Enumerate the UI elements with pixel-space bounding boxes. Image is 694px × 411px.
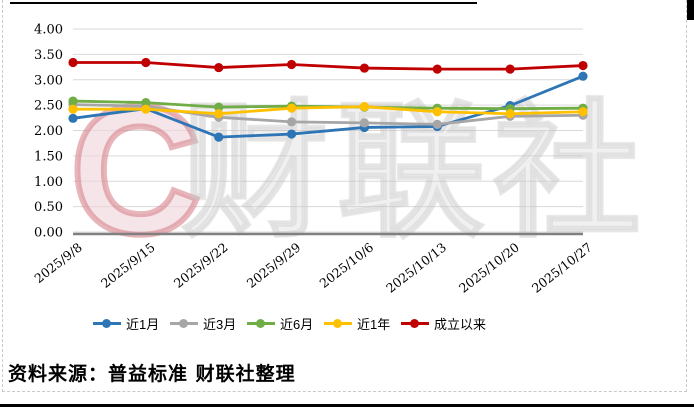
y-tick-label: 1.00 bbox=[34, 175, 63, 190]
source-note: 资料来源：普益标准 财联社整理 bbox=[8, 363, 296, 385]
legend-dot bbox=[256, 318, 265, 328]
legend-item-近1年: 近1年 bbox=[324, 314, 401, 333]
y-tick-label: 0.00 bbox=[34, 226, 63, 241]
legend-label: 成立以来 bbox=[434, 316, 487, 332]
data-point-近1年 bbox=[141, 104, 151, 114]
data-point-近1年 bbox=[578, 107, 588, 117]
data-point-成立以来 bbox=[214, 62, 224, 73]
data-point-近6月 bbox=[214, 102, 224, 112]
data-point-成立以来 bbox=[68, 57, 78, 68]
data-point-近1年 bbox=[432, 107, 442, 117]
y-tick-label: 2.50 bbox=[34, 99, 63, 114]
legend-label: 近1月 bbox=[126, 316, 160, 332]
data-point-成立以来 bbox=[359, 63, 370, 73]
series-line-近1年 bbox=[71, 105, 585, 116]
data-point-成立以来 bbox=[286, 59, 297, 70]
legend-marker-icon bbox=[170, 318, 198, 328]
series-line-成立以来 bbox=[71, 61, 585, 71]
data-point-近6月 bbox=[141, 97, 151, 108]
data-point-近3月 bbox=[432, 119, 442, 130]
data-point-近1月 bbox=[214, 132, 224, 142]
data-point-近1月 bbox=[578, 71, 588, 81]
legend-item-成立以来: 成立以来 bbox=[401, 314, 486, 333]
legend-dot bbox=[333, 318, 342, 328]
data-point-近1年 bbox=[214, 109, 224, 119]
data-point-近3月 bbox=[359, 118, 370, 128]
top-right-block bbox=[687, 0, 694, 20]
legend-item-近1月: 近1月 bbox=[93, 314, 170, 333]
data-point-近6月 bbox=[68, 96, 78, 106]
legend-label: 近3月 bbox=[203, 316, 237, 332]
data-point-近1年 bbox=[505, 109, 515, 119]
data-point-成立以来 bbox=[578, 60, 588, 71]
y-tick-label: 3.50 bbox=[34, 48, 63, 63]
data-point-近1年 bbox=[359, 102, 370, 112]
legend-label: 近6月 bbox=[280, 316, 314, 332]
y-tick-label: 3.00 bbox=[34, 73, 63, 88]
legend-dot bbox=[410, 318, 419, 328]
series-line-近3月 bbox=[71, 103, 585, 126]
y-tick-label: 4.00 bbox=[34, 23, 63, 38]
y-tick-label: 2.00 bbox=[34, 124, 63, 139]
watermark-letter: C bbox=[70, 68, 201, 272]
data-point-近1月 bbox=[286, 129, 297, 139]
top-rule bbox=[10, 2, 477, 4]
line-chart: C财联社0.000.501.001.502.002.503.003.504.00… bbox=[31, 23, 642, 296]
chart-legend: 近1月 近3月 近6月 近1年 成立以来 bbox=[93, 314, 486, 333]
data-point-近1年 bbox=[68, 104, 78, 114]
data-point-成立以来 bbox=[505, 64, 515, 74]
y-tick-label: 0.50 bbox=[34, 200, 63, 215]
legend-dot bbox=[102, 318, 111, 328]
legend-dot bbox=[179, 318, 188, 328]
bottom-rule bbox=[0, 404, 694, 407]
legend-marker-icon bbox=[324, 318, 352, 328]
data-point-近3月 bbox=[286, 117, 297, 127]
legend-marker-icon bbox=[247, 318, 275, 328]
legend-item-近3月: 近3月 bbox=[170, 314, 247, 333]
data-point-近1月 bbox=[68, 113, 78, 123]
legend-marker-icon bbox=[401, 318, 429, 328]
data-point-近1年 bbox=[286, 103, 297, 113]
legend-item-近6月: 近6月 bbox=[247, 314, 324, 333]
legend-label: 近1年 bbox=[357, 316, 391, 332]
data-point-成立以来 bbox=[432, 64, 442, 74]
y-tick-label: 1.50 bbox=[34, 149, 63, 164]
data-point-成立以来 bbox=[141, 57, 151, 68]
legend-marker-icon bbox=[93, 318, 121, 328]
